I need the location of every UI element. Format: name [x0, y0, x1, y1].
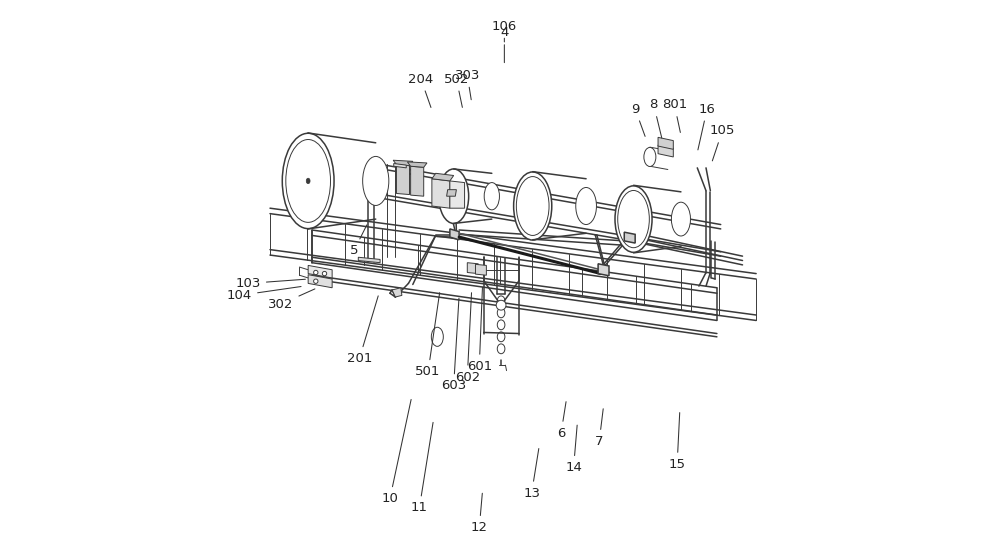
- Polygon shape: [358, 257, 380, 263]
- Text: 106: 106: [492, 20, 517, 42]
- Text: 801: 801: [662, 98, 687, 132]
- Text: 14: 14: [565, 425, 582, 474]
- Text: 502: 502: [444, 72, 469, 107]
- Polygon shape: [392, 288, 402, 297]
- Text: 11: 11: [411, 422, 433, 514]
- Text: 13: 13: [523, 449, 540, 500]
- Polygon shape: [308, 265, 332, 278]
- Polygon shape: [396, 165, 410, 195]
- Text: 7: 7: [595, 409, 603, 448]
- Text: 8: 8: [650, 98, 662, 138]
- Ellipse shape: [314, 270, 318, 275]
- Text: 12: 12: [471, 493, 488, 534]
- Ellipse shape: [363, 156, 389, 205]
- Text: 10: 10: [381, 399, 411, 505]
- Polygon shape: [624, 232, 635, 243]
- Text: 15: 15: [669, 413, 686, 471]
- Polygon shape: [598, 264, 609, 276]
- Polygon shape: [450, 181, 465, 208]
- Text: 303: 303: [455, 69, 480, 100]
- Ellipse shape: [615, 186, 652, 252]
- Text: 204: 204: [408, 72, 434, 107]
- Polygon shape: [475, 264, 486, 275]
- Text: 6: 6: [557, 402, 566, 440]
- Text: 16: 16: [698, 102, 716, 150]
- Ellipse shape: [439, 169, 469, 223]
- Text: 201: 201: [347, 296, 378, 365]
- Text: 9: 9: [631, 102, 645, 136]
- Polygon shape: [308, 275, 332, 288]
- Text: 601: 601: [467, 287, 492, 373]
- Polygon shape: [407, 162, 427, 167]
- Text: 602: 602: [455, 293, 480, 384]
- Polygon shape: [658, 145, 673, 157]
- Polygon shape: [450, 229, 459, 240]
- Text: 603: 603: [441, 298, 466, 392]
- Text: 302: 302: [268, 289, 315, 311]
- Polygon shape: [411, 166, 424, 196]
- Ellipse shape: [644, 148, 656, 167]
- Polygon shape: [393, 160, 413, 166]
- Text: 104: 104: [227, 287, 301, 302]
- Ellipse shape: [514, 172, 552, 240]
- Text: 5: 5: [350, 225, 367, 257]
- Polygon shape: [394, 164, 406, 168]
- Ellipse shape: [496, 300, 506, 310]
- Polygon shape: [447, 190, 456, 196]
- Ellipse shape: [671, 202, 690, 236]
- Ellipse shape: [484, 183, 499, 210]
- Ellipse shape: [322, 271, 327, 276]
- Text: 103: 103: [236, 277, 305, 290]
- Polygon shape: [658, 137, 673, 149]
- Text: 4: 4: [500, 26, 509, 63]
- Ellipse shape: [576, 187, 596, 225]
- Text: 501: 501: [415, 293, 441, 378]
- Ellipse shape: [282, 134, 334, 229]
- Polygon shape: [432, 179, 450, 208]
- Ellipse shape: [306, 178, 310, 184]
- Ellipse shape: [314, 279, 318, 283]
- Polygon shape: [432, 173, 454, 181]
- Polygon shape: [467, 263, 478, 274]
- Text: 105: 105: [710, 124, 735, 161]
- Ellipse shape: [431, 327, 443, 347]
